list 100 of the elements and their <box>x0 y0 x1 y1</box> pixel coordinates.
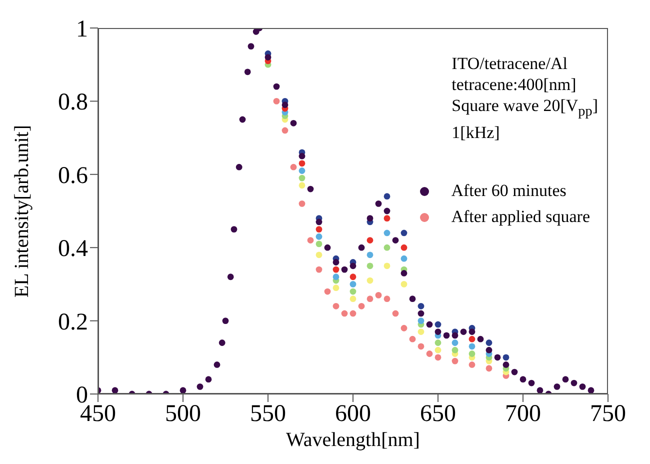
point <box>400 270 408 276</box>
point <box>205 376 212 383</box>
point <box>264 54 272 60</box>
point <box>230 226 238 232</box>
point <box>468 336 476 342</box>
point <box>409 296 416 302</box>
point <box>384 215 390 222</box>
point <box>298 174 306 182</box>
annotation: tetracene:400[nm] <box>452 74 578 95</box>
point <box>486 365 492 372</box>
point <box>366 277 374 284</box>
x-tick-label: 600 <box>335 401 371 428</box>
point <box>316 252 322 258</box>
y-tick-label: 0.4 <box>58 236 88 262</box>
point <box>180 387 186 394</box>
point <box>443 332 450 339</box>
point <box>350 274 356 280</box>
point <box>468 362 476 368</box>
point <box>290 120 297 126</box>
point <box>332 302 340 310</box>
y-tick-label: 0.8 <box>58 90 88 116</box>
point <box>434 321 442 328</box>
point <box>434 346 442 354</box>
annotation: Square wave 20[V$_{pp}$] <box>452 95 598 122</box>
point <box>332 274 340 280</box>
x-tick-label: 650 <box>420 401 456 428</box>
x-tick-label: 500 <box>165 401 201 428</box>
point <box>460 328 467 335</box>
point <box>452 346 458 354</box>
point <box>366 252 374 258</box>
point <box>248 43 254 50</box>
point <box>350 288 356 295</box>
point <box>350 262 356 270</box>
point <box>418 302 424 310</box>
point <box>273 83 280 90</box>
point <box>196 383 204 390</box>
point <box>350 310 356 317</box>
point <box>468 350 476 357</box>
point <box>366 296 374 302</box>
point <box>316 233 322 240</box>
point <box>562 376 569 383</box>
point <box>298 152 306 160</box>
point <box>502 354 510 361</box>
point <box>324 244 331 251</box>
point <box>554 383 560 390</box>
point <box>341 266 348 273</box>
annotation: 1[kHz] <box>452 122 501 144</box>
y-tick-label: 1 <box>76 16 88 43</box>
point <box>375 292 382 298</box>
point <box>298 200 306 207</box>
annotation: ITO/tetracene/Al <box>452 53 568 74</box>
x-tick-label: 700 <box>505 401 541 428</box>
point <box>282 127 288 134</box>
point <box>324 288 331 295</box>
point <box>298 168 306 174</box>
point <box>494 354 501 361</box>
point <box>588 387 594 394</box>
point <box>358 302 365 310</box>
point <box>384 244 390 251</box>
point <box>350 296 356 302</box>
point <box>409 336 416 342</box>
point <box>350 281 356 288</box>
point <box>468 328 476 335</box>
point <box>452 332 458 339</box>
point <box>244 68 251 76</box>
point <box>502 362 510 368</box>
point <box>400 324 408 332</box>
point <box>375 200 382 207</box>
point <box>307 237 314 244</box>
point <box>486 346 492 354</box>
point <box>222 318 229 324</box>
point <box>273 98 280 104</box>
point <box>418 310 424 317</box>
point <box>579 383 586 390</box>
y-tick-label: 0.2 <box>58 309 88 336</box>
point <box>332 259 340 266</box>
point <box>418 343 424 350</box>
point <box>366 262 374 270</box>
point <box>298 182 306 189</box>
point <box>282 102 288 108</box>
point <box>536 387 544 394</box>
point <box>434 340 442 346</box>
point <box>316 218 322 226</box>
point <box>477 336 484 342</box>
x-axis-title: Wavelength[nm] <box>286 429 420 451</box>
point <box>366 237 374 244</box>
point <box>452 340 458 346</box>
point <box>384 208 390 214</box>
point <box>307 186 314 192</box>
y-axis-title: EL intensity[arb.unit] <box>10 124 34 298</box>
point <box>520 376 526 383</box>
point <box>400 255 408 262</box>
point <box>528 380 535 386</box>
point <box>384 193 390 200</box>
point <box>384 262 390 270</box>
x-tick-label: 550 <box>250 401 286 428</box>
point <box>392 310 399 317</box>
x-tick-label: 750 <box>590 401 626 428</box>
point <box>511 368 518 376</box>
point <box>366 215 374 222</box>
